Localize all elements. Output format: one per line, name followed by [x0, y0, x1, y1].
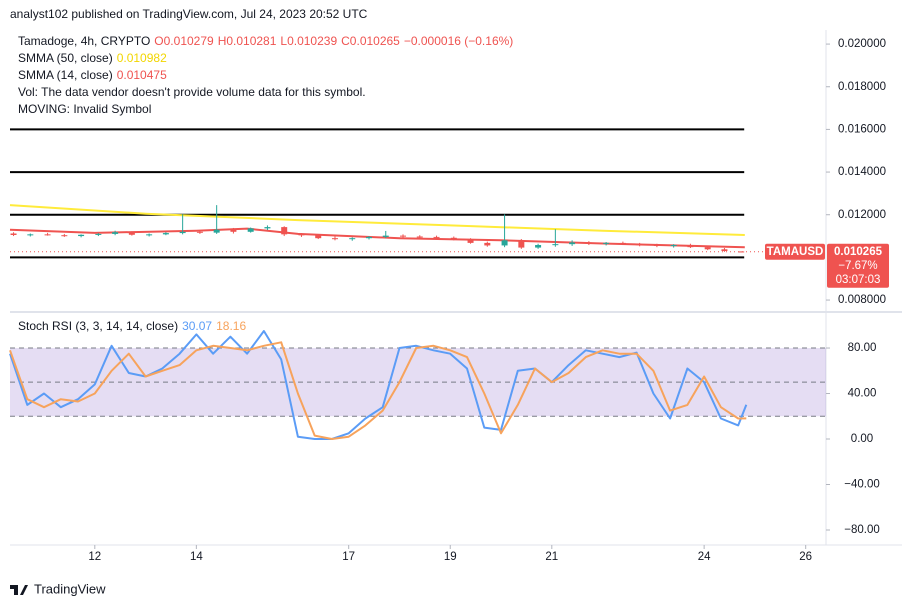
candle-body [738, 251, 745, 253]
y-tick-label: 0.008000 [838, 294, 886, 306]
candle-body [78, 234, 85, 237]
candle-body [315, 235, 322, 239]
candle-body [704, 247, 711, 250]
candle-body [416, 236, 423, 238]
low: L0.010239 [280, 34, 337, 48]
legend: Tamadoge, 4h, CRYPTO O0.010279 H0.010281 L0… [18, 34, 513, 116]
price-tag-countdown: 03:07:03 [836, 274, 881, 286]
y-tick-label: −80.00 [844, 524, 880, 536]
sma50-label: SMMA (50, close) [18, 51, 113, 65]
published-line: analyst102 published on TradingView.com,… [10, 7, 368, 21]
candle-body [569, 242, 576, 245]
sma14-label: SMMA (14, close) [18, 68, 113, 82]
price-tag-change: −7.67% [838, 260, 877, 272]
candle-body [552, 244, 559, 246]
brand: TradingView [34, 581, 106, 596]
candle-body [400, 235, 407, 237]
x-tick-label: 24 [698, 551, 711, 563]
y-tick-label: 0.00 [851, 433, 873, 445]
candle-body [298, 234, 305, 236]
moving-average [9, 204, 745, 236]
x-tick-label: 14 [190, 551, 203, 563]
candle-body [264, 227, 271, 229]
symbol-tag [765, 243, 825, 260]
price-tag [827, 243, 889, 288]
candle-body [433, 236, 440, 238]
open: O0.010279 [154, 34, 214, 48]
candle-body [653, 245, 660, 247]
candle-body [27, 234, 34, 236]
candle-body [382, 235, 389, 237]
candle-body [112, 232, 119, 234]
sma14-line: SMMA (14, close) 0.010475 [18, 68, 167, 82]
candle-body [603, 242, 610, 244]
candle-body [247, 228, 254, 232]
candle-body [467, 239, 474, 243]
y-tick-label: 0.020000 [838, 38, 886, 50]
candle-body [687, 245, 694, 248]
candle-body [196, 231, 203, 233]
symbol: Tamadoge, 4h, CRYPTO [18, 34, 150, 48]
candle-body [670, 245, 677, 247]
rsi-line [9, 341, 747, 440]
y-tick-label: 80.00 [848, 342, 877, 354]
candle-body [10, 233, 17, 235]
close: C0.010265 [341, 34, 400, 48]
candle-body [636, 244, 643, 246]
change: −0.000016 (−0.16%) [404, 34, 513, 48]
candle-body [484, 242, 491, 246]
candle-body [585, 242, 592, 244]
sma50-value: 0.010982 [117, 51, 167, 65]
candle-body [281, 227, 288, 235]
symbol-tag-text: TAMAUSD [767, 246, 824, 258]
candle-body [179, 231, 186, 234]
x-tick-label: 17 [342, 551, 355, 563]
candle-body [128, 232, 135, 235]
candle-body [365, 236, 372, 239]
candle-body [44, 234, 51, 236]
footer: TradingView [10, 581, 106, 596]
candle-body [61, 235, 68, 237]
indicator-title: Stoch RSI (3, 3, 14, 14, close) [18, 319, 178, 333]
candle-body [450, 237, 457, 240]
pane-legend: Stoch RSI (3, 3, 14, 14, close) 30.07 18.1… [18, 319, 246, 333]
candle-body [230, 229, 237, 232]
ohlc-line: Tamadoge, 4h, CRYPTO O0.010279 H0.010281 L0… [18, 34, 513, 48]
candle-body [721, 249, 728, 251]
candle-body [95, 233, 102, 235]
sma50-line: SMMA (50, close) 0.010982 [18, 51, 167, 65]
candle-body [535, 245, 542, 248]
sma14-value: 0.010475 [117, 68, 167, 82]
candle-body [349, 238, 356, 240]
candle-body [146, 234, 153, 236]
x-tick-label: 19 [444, 551, 457, 563]
candle-body [518, 240, 525, 248]
moving-line: MOVING: Invalid Symbol [18, 102, 151, 116]
candle-body [501, 240, 508, 246]
moving-average [9, 227, 745, 249]
candle-body [619, 242, 626, 245]
indicator-value: 30.07 [182, 319, 212, 333]
y-tick-label: 0.016000 [838, 123, 886, 135]
vol-line: Vol: The data vendor doesn't provide vol… [18, 85, 366, 99]
y-tick-label: 0.012000 [838, 209, 886, 221]
high: H0.010281 [218, 34, 277, 48]
y-tick-label: 40.00 [848, 388, 877, 400]
candle-body [331, 238, 338, 240]
candle-body [213, 229, 220, 233]
logo [10, 585, 28, 595]
x-tick-label: 12 [88, 551, 101, 563]
x-tick-label: 21 [545, 551, 558, 563]
price-tag-price: 0.010265 [834, 246, 883, 258]
y-tick-label: 0.018000 [838, 81, 886, 93]
candle-body [162, 233, 169, 235]
indicator-value: 18.16 [216, 319, 246, 333]
y-tick-label: −40.00 [844, 479, 880, 491]
y-tick-label: 0.014000 [838, 166, 886, 178]
x-tick-label: 26 [799, 551, 812, 563]
